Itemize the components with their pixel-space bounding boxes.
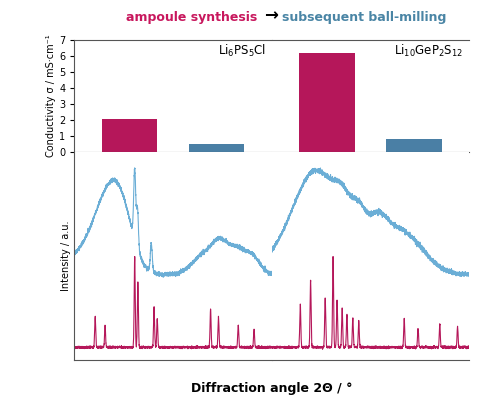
Text: $\mathregular{Li_6PS_5Cl}$: $\mathregular{Li_6PS_5Cl}$ bbox=[217, 43, 266, 60]
Text: $\mathregular{Li_{10}GeP_2S_{12}}$: $\mathregular{Li_{10}GeP_2S_{12}}$ bbox=[394, 43, 464, 60]
Y-axis label: Conductivity σ / mS·cm⁻¹: Conductivity σ / mS·cm⁻¹ bbox=[46, 35, 56, 157]
Bar bbox=[102, 119, 157, 152]
Y-axis label: Intensity / a.u.: Intensity / a.u. bbox=[61, 221, 71, 291]
Text: subsequent ball-milling: subsequent ball-milling bbox=[282, 11, 446, 24]
Text: ampoule synthesis: ampoule synthesis bbox=[126, 11, 257, 24]
Text: →: → bbox=[264, 6, 277, 24]
Text: Diffraction angle 2Θ / °: Diffraction angle 2Θ / ° bbox=[191, 382, 353, 395]
Bar bbox=[189, 144, 244, 152]
Bar bbox=[299, 53, 355, 152]
Bar bbox=[387, 139, 442, 152]
